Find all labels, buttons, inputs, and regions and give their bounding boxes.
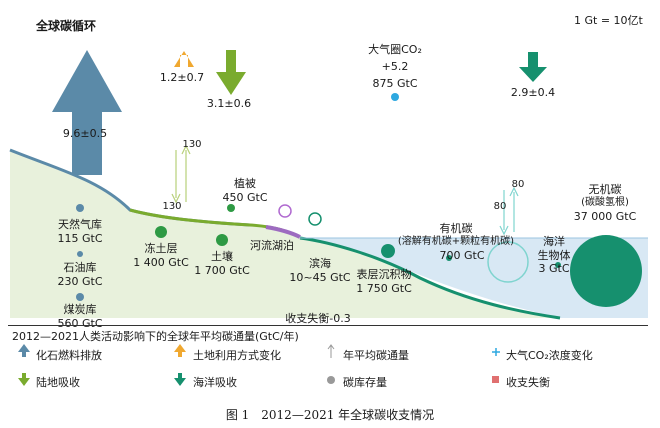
legend-landuse-icon: [174, 344, 186, 357]
atmosphere-label: 大气圈CO₂: [368, 43, 422, 56]
sediment-label: 表层沉积物: [356, 268, 412, 281]
unit-note: 1 Gt = 10亿t: [574, 14, 643, 27]
coastal-value: 10~45 GtC: [289, 271, 351, 284]
rivers-label: 河流湖泊: [250, 239, 294, 252]
legend-co2-label: 大气CO₂浓度变化: [506, 349, 593, 362]
vegetation-dot: [227, 204, 235, 212]
gas-stock-dot: [76, 204, 84, 212]
biota-label-2: 生物体: [537, 249, 571, 262]
oil-stock-value: 230 GtC: [57, 275, 103, 288]
cycle-icon-land: [278, 204, 292, 218]
soil-dot: [216, 234, 228, 246]
inorganic-note: (碳酸氢根): [581, 197, 629, 208]
soil-label: 土壤: [211, 250, 233, 263]
legend-box: [8, 325, 648, 392]
land-use-arrow: [174, 51, 194, 67]
legend-imbalance-label: 收支失衡: [506, 376, 550, 389]
ocean-sink-arrow: [519, 52, 547, 82]
figure-caption: 图 1 2012—2021 年全球碳收支情况: [225, 408, 435, 422]
ocean-down-value: 80: [493, 201, 507, 212]
sediment-value: 1 750 GtC: [356, 282, 412, 295]
ocean-area: [300, 238, 648, 318]
atmosphere-stock: 875 GtC: [372, 77, 418, 90]
coastal-label: 滨海: [309, 257, 331, 270]
legend-imbalance-icon: [492, 376, 499, 383]
oil-stock-dot: [77, 251, 83, 257]
legend-fossil-icon: [18, 344, 30, 357]
legend-flux-label: 年平均碳通量: [343, 349, 409, 362]
diagram-title: 全球碳循环: [36, 19, 97, 33]
biota-label-1: 海洋: [543, 235, 565, 248]
seabed-line: [299, 236, 561, 320]
vegetation-label: 植被: [234, 177, 256, 190]
organic-value: 700 GtC: [439, 249, 485, 262]
imbalance-label: 收支失衡-0.3: [285, 312, 351, 325]
permafrost-dot: [155, 226, 167, 238]
legend-title: 2012—2021人类活动影响下的全球年平均碳通量(GtC/年): [12, 330, 299, 343]
land-sink-value: 3.1±0.6: [206, 97, 252, 110]
legend-stock-icon: [327, 376, 335, 384]
legend-stock-label: 碳库存量: [343, 376, 387, 389]
veg-down-head: [171, 193, 181, 204]
gas-stock-value: 115 GtC: [57, 232, 103, 245]
seabed-area: [300, 238, 560, 318]
vegetation-value: 450 GtC: [222, 191, 268, 204]
legend-flux-head: [327, 344, 335, 350]
land-sink-arrow: [216, 50, 246, 95]
ocean-cycle-icon: [487, 241, 529, 283]
land-area: [10, 150, 300, 318]
coal-stock-value: 560 GtC: [57, 317, 103, 330]
atmosphere-dot: [391, 93, 399, 101]
ocean-up-head: [509, 186, 519, 197]
oil-stock-label: 石油库: [63, 261, 97, 274]
gas-stock-label: 天然气库: [58, 218, 102, 231]
inorganic-value: 37 000 GtC: [573, 210, 637, 223]
organic-note: (溶解有机碳+颗粒有机碳): [397, 236, 515, 247]
legend-ocean-sink-icon: [174, 373, 186, 386]
ocean-up-value: 80: [511, 179, 525, 190]
cycle-icon-coast: [308, 212, 322, 226]
veg-up-head: [181, 144, 191, 155]
river-segment: [265, 225, 301, 239]
legend-land-sink-label: 陆地吸收: [36, 376, 80, 389]
organic-label: 有机碳: [439, 222, 473, 235]
biota-dot: [555, 262, 561, 268]
veg-down-value: 130: [162, 201, 182, 212]
coal-stock-label: 煤炭库: [63, 303, 97, 316]
ocean-down-head: [499, 225, 509, 236]
organic-dot: [446, 255, 452, 261]
landuse-flux-value: 1.2±0.7: [159, 71, 205, 84]
permafrost-label: 冻土层: [144, 242, 178, 255]
permafrost-value: 1 400 GtC: [133, 256, 189, 269]
inorganic-dot: [570, 235, 642, 307]
atmosphere-change: +5.2: [381, 60, 409, 73]
legend-co2-icon: [492, 348, 500, 356]
inorganic-label: 无机碳: [588, 183, 622, 196]
ocean-sink-value: 2.9±0.4: [510, 86, 556, 99]
fossil-emission-arrow: [52, 50, 122, 175]
legend-landuse-label: 土地利用方式变化: [193, 349, 281, 362]
soil-value: 1 700 GtC: [194, 264, 250, 277]
sediment-dot: [381, 244, 395, 258]
legend-fossil-label: 化石燃料排放: [36, 349, 102, 362]
biota-value: 3 GtC: [538, 262, 570, 275]
legend-land-sink-icon: [18, 373, 30, 386]
legend-ocean-sink-label: 海洋吸收: [193, 376, 237, 389]
veg-up-value: 130: [182, 139, 202, 150]
fossil-flux-value: 9.6±0.5: [62, 127, 108, 140]
coal-stock-dot: [76, 293, 84, 301]
